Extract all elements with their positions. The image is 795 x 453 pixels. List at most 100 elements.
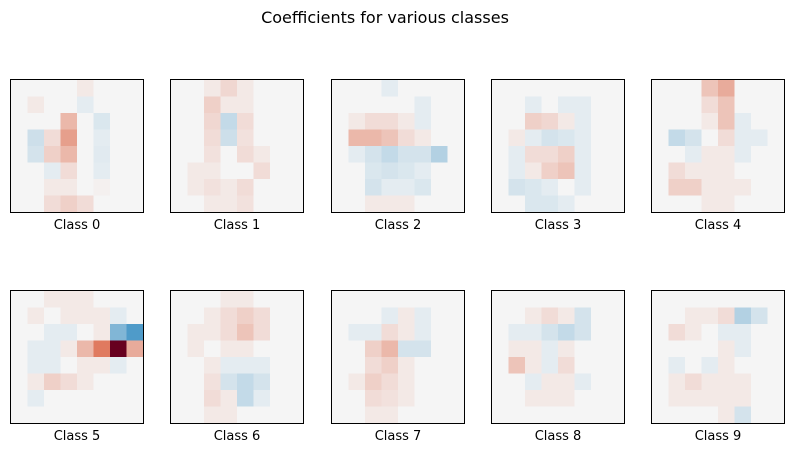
heatmap-cell [27,324,45,341]
heatmap-cell [767,406,784,423]
heatmap-cell [220,324,238,341]
heatmap-cell [591,390,608,407]
heatmap-cell [492,195,509,212]
panel-label: Class 8 [534,429,582,444]
heatmap-cell [187,357,205,374]
heatmap-cell [574,307,592,325]
heatmap-cell [365,406,382,423]
heatmap-cell [607,291,624,308]
heatmap-cell [685,96,702,114]
heatmap-cell [237,406,254,423]
heatmap-cell [381,357,399,374]
panel-class-9: Class 9 [651,290,785,444]
heatmap-cell [398,96,415,114]
heatmap-cell [77,113,94,130]
heatmap-cell [204,340,221,358]
heatmap-cell [126,390,143,407]
heatmap-class-0 [11,80,143,212]
heatmap-cell [27,113,45,130]
heatmap-cell [253,373,271,391]
heatmap-cell [701,129,719,147]
heatmap-cell [492,80,509,97]
heatmap-cell [365,179,382,196]
heatmap-cell [365,340,382,358]
heatmap-cell [286,340,303,358]
panel-label: Class 4 [694,218,742,233]
heatmap-cell [253,80,271,97]
heatmap-cell [718,146,735,163]
heatmap-cell [93,195,111,212]
heatmap-cell [27,146,45,163]
heatmap-cell [365,373,382,391]
heatmap-cell [126,406,143,423]
heatmap-cell [60,146,78,163]
heatmap-cell [447,179,464,196]
heatmap-cell [541,390,559,407]
heatmap-cell [668,162,686,180]
heatmap-cell [574,80,592,97]
heatmap-cell [508,291,526,308]
heatmap-cell [270,146,287,163]
heatmap-cell [574,340,592,358]
heatmap-cell [187,340,205,358]
heatmap-cell [110,146,127,163]
heatmap-cell [414,390,432,407]
heatmap-frame [170,79,304,213]
heatmap-cell [668,406,686,423]
heatmap-cell [381,162,399,180]
heatmap-cell [668,113,686,130]
heatmap-cell [701,179,719,196]
heatmap-cell [187,113,205,130]
heatmap-cell [365,146,382,163]
heatmap-cell [348,146,366,163]
heatmap-cell [414,146,432,163]
heatmap-cell [685,80,702,97]
heatmap-cell [253,324,271,341]
heatmap-cell [77,96,94,114]
heatmap-cell [718,324,735,341]
heatmap-cell [126,146,143,163]
heatmap-cell [270,113,287,130]
heatmap-cell [431,162,448,180]
heatmap-cell [237,129,254,147]
heatmap-cell [253,357,271,374]
heatmap-cell [44,96,61,114]
panel-label: Class 3 [534,218,582,233]
heatmap-cell [44,195,61,212]
heatmap-cell [701,291,719,308]
heatmap-cell [685,291,702,308]
heatmap-cell [447,129,464,147]
heatmap-cell [508,390,526,407]
heatmap-cell [718,162,735,180]
heatmap-cell [110,113,127,130]
heatmap-cell [270,179,287,196]
heatmap-cell [414,80,432,97]
heatmap-cell [525,390,542,407]
heatmap-cell [751,96,768,114]
heatmap-cell [381,129,399,147]
heatmap-cell [447,162,464,180]
heatmap-cell [286,195,303,212]
heatmap-cell [332,406,349,423]
heatmap-cell [381,340,399,358]
heatmap-cell [558,129,575,147]
heatmap-cell [11,80,28,97]
heatmap-cell [591,96,608,114]
panel-label: Class 1 [213,218,261,233]
heatmap-cell [348,291,366,308]
heatmap-frame [10,290,144,424]
heatmap-cell [93,357,111,374]
heatmap-cell [365,357,382,374]
heatmap-cell [492,373,509,391]
heatmap-cell [365,162,382,180]
heatmap-cell [734,96,752,114]
heatmap-cell [414,162,432,180]
heatmap-cell [381,373,399,391]
heatmap-cell [591,340,608,358]
heatmap-cell [447,340,464,358]
heatmap-cell [204,129,221,147]
heatmap-cell [253,340,271,358]
heatmap-cell [171,307,188,325]
heatmap-cell [541,373,559,391]
heatmap-cell [447,307,464,325]
